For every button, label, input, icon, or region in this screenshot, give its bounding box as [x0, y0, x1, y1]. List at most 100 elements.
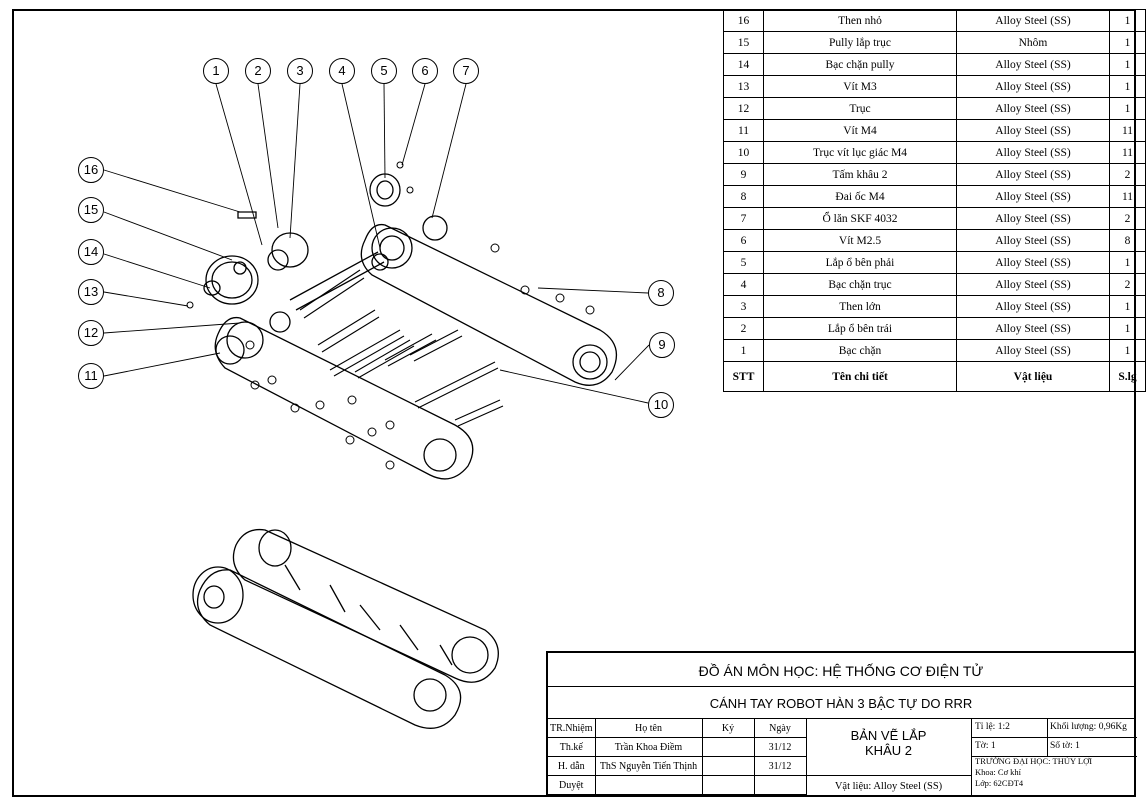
bom-cell-qty: 11 [1109, 119, 1146, 142]
bom-cell-stt: 8 [723, 185, 764, 208]
bom-row: 16 Then nhỏ Alloy Steel (SS) 1 [723, 9, 1146, 32]
bom-cell-stt: 13 [723, 75, 764, 98]
sheet-number: Tờ: 1 [975, 741, 996, 751]
bom-cell-qty: 1 [1109, 31, 1146, 54]
title-block: ĐỒ ÁN MÔN HỌC: HỆ THỐNG CƠ ĐIỆN TỬ CÁNH … [546, 651, 1137, 798]
role-cell: H. dẫn [547, 756, 596, 776]
bom-cell-stt: 6 [723, 229, 764, 252]
bom-cell-name: Trục vít lục giác M4 [763, 141, 957, 164]
exploded-view [186, 161, 618, 480]
balloon-16: 16 [78, 157, 104, 183]
bom-cell-qty: 1 [1109, 295, 1146, 318]
assembled-view [192, 528, 499, 729]
bom-cell-stt: 7 [723, 207, 764, 230]
bom-cell-material: Alloy Steel (SS) [956, 185, 1110, 208]
signature-table: TR.Nhiệm Họ tên Ký Ngày Th.kế Trần Khoa … [547, 718, 807, 795]
balloon-9: 9 [649, 332, 675, 358]
bom-cell-material: Alloy Steel (SS) [956, 295, 1110, 318]
bom-cell-stt: 12 [723, 97, 764, 120]
class: Lớp: 62CĐT4 [975, 778, 1024, 788]
bom-cell-qty: 8 [1109, 229, 1146, 252]
bom-row: 15 Pully lắp trục Nhôm 1 [723, 31, 1146, 54]
bom-cell-material: Alloy Steel (SS) [956, 207, 1110, 230]
bom-cell-stt: 3 [723, 295, 764, 318]
role-cell: Th.kế [547, 737, 596, 757]
mass: Khối lượng: 0,96Kg [1050, 722, 1127, 732]
date-cell: 31/12 [753, 756, 807, 776]
bom-cell-stt: 9 [723, 163, 764, 186]
bom-header-qty: S.lg [1109, 361, 1146, 392]
material-label: Vật liệu: Alloy Steel (SS) [806, 775, 971, 798]
bom-cell-name: Lắp ổ bên phải [763, 251, 957, 274]
balloon-6: 6 [412, 58, 438, 84]
sheet-count: Số tờ: 1 [1050, 741, 1080, 751]
bom-row: 4 Bạc chặn trục Alloy Steel (SS) 2 [723, 273, 1146, 296]
name-cell: ThS Nguyễn Tiến Thịnh [594, 756, 703, 776]
role-cell: Duyệt [547, 775, 596, 795]
col-sign: Ký [701, 718, 755, 738]
bom-cell-qty: 1 [1109, 53, 1146, 76]
bom-cell-name: Ổ lăn SKF 4032 [763, 207, 957, 230]
school: TRƯỜNG ĐẠI HỌC: THỦY LỢI [975, 756, 1093, 766]
bom-cell-qty: 1 [1109, 251, 1146, 274]
balloon-1: 1 [203, 58, 229, 84]
col-date: Ngày [753, 718, 807, 738]
bom-row: 2 Lắp ổ bên trái Alloy Steel (SS) 1 [723, 317, 1146, 340]
bom-row: 11 Vít M4 Alloy Steel (SS) 11 [723, 119, 1146, 142]
bom-header-material: Vật liệu [956, 361, 1110, 392]
bom-cell-material: Alloy Steel (SS) [956, 229, 1110, 252]
bom-cell-name: Then lớn [763, 295, 957, 318]
balloon-14: 14 [78, 239, 104, 265]
bom-row: 14 Bạc chặn pully Alloy Steel (SS) 1 [723, 53, 1146, 76]
bom-cell-name: Bạc chặn pully [763, 53, 957, 76]
bom-cell-qty: 1 [1109, 97, 1146, 120]
bom-cell-qty: 1 [1109, 317, 1146, 340]
drawing-name: KHÂU 2 [865, 743, 912, 758]
bom-cell-material: Alloy Steel (SS) [956, 273, 1110, 296]
balloon-3: 3 [287, 58, 313, 84]
drawing-type-box: BẢN VẼ LẮP KHÂU 2 [806, 718, 971, 775]
bom-cell-qty: 2 [1109, 207, 1146, 230]
balloon-4: 4 [329, 58, 355, 84]
bom-row: 5 Lắp ổ bên phải Alloy Steel (SS) 1 [723, 251, 1146, 274]
bom-row: 12 Trục Alloy Steel (SS) 1 [723, 97, 1146, 120]
bom-cell-qty: 1 [1109, 9, 1146, 32]
bom-cell-qty: 1 [1109, 75, 1146, 98]
bom-cell-stt: 14 [723, 53, 764, 76]
bom-cell-stt: 15 [723, 31, 764, 54]
bom-cell-name: Vít M3 [763, 75, 957, 98]
bom-cell-material: Alloy Steel (SS) [956, 53, 1110, 76]
bom-cell-qty: 11 [1109, 141, 1146, 164]
bom-cell-name: Bạc chặn trục [763, 273, 957, 296]
bom-cell-name: Đai ốc M4 [763, 185, 957, 208]
balloon-12: 12 [78, 320, 104, 346]
bom-cell-qty: 1 [1109, 339, 1146, 362]
bom-cell-stt: 16 [723, 9, 764, 32]
bom-cell-name: Pully lắp trục [763, 31, 957, 54]
date-cell [753, 775, 807, 795]
balloon-10: 10 [648, 392, 674, 418]
bill-of-materials: 16 Then nhỏ Alloy Steel (SS) 1 15 Pully lắp t… [723, 9, 1146, 392]
bom-cell-material: Alloy Steel (SS) [956, 163, 1110, 186]
bom-cell-material: Nhôm [956, 31, 1110, 54]
bom-cell-name: Tấm khâu 2 [763, 163, 957, 186]
bom-cell-material: Alloy Steel (SS) [956, 75, 1110, 98]
name-cell: Trần Khoa Điềm [594, 737, 703, 757]
bom-cell-stt: 4 [723, 273, 764, 296]
bom-cell-material: Alloy Steel (SS) [956, 119, 1110, 142]
bom-cell-name: Lắp ổ bên trái [763, 317, 957, 340]
bom-cell-stt: 5 [723, 251, 764, 274]
col-role: TR.Nhiệm [547, 718, 596, 738]
bom-cell-name: Bạc chặn [763, 339, 957, 362]
bom-cell-qty: 11 [1109, 185, 1146, 208]
bom-row: 6 Vít M2.5 Alloy Steel (SS) 8 [723, 229, 1146, 252]
bom-row: 10 Trục vít lục giác M4 Alloy Steel (SS) 11 [723, 141, 1146, 164]
bom-cell-material: Alloy Steel (SS) [956, 9, 1110, 32]
scale: Tỉ lệ: 1:2 [975, 722, 1010, 732]
sign-cell [701, 737, 755, 757]
bom-cell-qty: 2 [1109, 273, 1146, 296]
bom-cell-material: Alloy Steel (SS) [956, 141, 1110, 164]
bom-header-name: Tên chi tiết [763, 361, 957, 392]
balloon-5: 5 [371, 58, 397, 84]
